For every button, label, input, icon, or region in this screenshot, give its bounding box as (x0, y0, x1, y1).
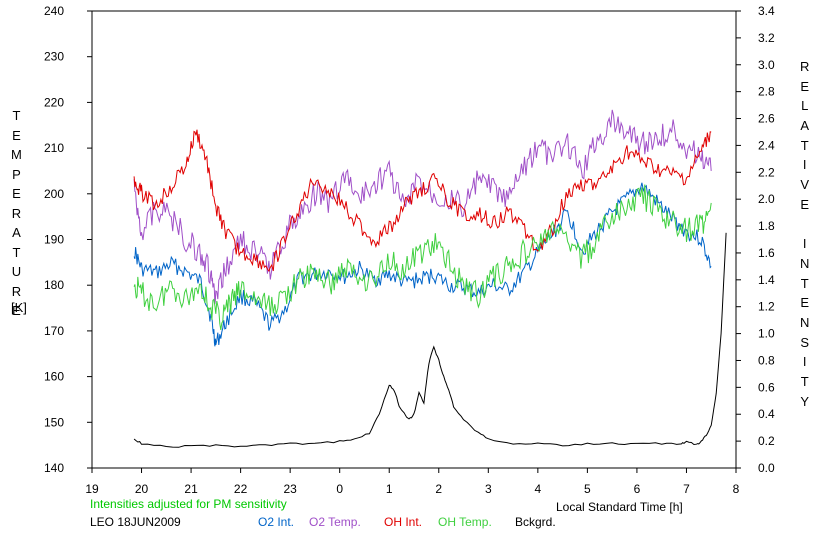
title-letter: L (801, 98, 809, 114)
right-tick-label: 0.4 (758, 407, 775, 421)
series-line (133, 182, 712, 347)
series-line (133, 184, 712, 330)
x-tick-label: 6 (634, 482, 641, 496)
left-tick-label: 230 (44, 50, 64, 64)
legend-entry: O2 Temp. (309, 515, 361, 529)
left-tick-label: 210 (44, 141, 64, 155)
title-letter: A (800, 118, 810, 134)
right-tick-label: 0.8 (758, 353, 775, 367)
title-letter: I (802, 354, 807, 370)
series-line (133, 232, 727, 448)
title-letter: T (12, 108, 21, 123)
right-tick-label: 0.2 (758, 434, 775, 448)
title-letter: T (800, 137, 809, 153)
title-letter: T (800, 275, 809, 291)
right-tick-label: 1.4 (758, 273, 775, 287)
x-tick-label: 1 (386, 482, 393, 496)
right-tick-label: 3.0 (758, 58, 775, 72)
right-tick-label: 3.2 (758, 31, 775, 45)
title-letter: Y (800, 393, 810, 409)
x-tick-label: 23 (283, 482, 297, 496)
title-letter: E (12, 186, 21, 201)
legend-entry: OH Temp. (438, 515, 492, 529)
right-tick-label: 1.2 (758, 300, 775, 314)
title-letter: U (11, 264, 22, 279)
right-tick-label: 0.6 (758, 380, 775, 394)
title-letter: N (800, 255, 810, 271)
title-letter: E (800, 196, 810, 212)
left-tick-label: 140 (44, 461, 64, 475)
legend-entry: OH Int. (384, 515, 423, 529)
title-letter: P (12, 166, 21, 182)
x-axis-label: Local Standard Time [h] (556, 500, 683, 514)
right-tick-label: 1.8 (758, 219, 775, 233)
x-tick-label: 7 (683, 482, 690, 496)
title-letter: E (12, 127, 21, 143)
right-tick-label: 2.8 (758, 85, 775, 99)
title-letter: T (800, 374, 809, 389)
x-tick-label: 0 (336, 482, 343, 496)
x-tick-label: 22 (234, 482, 248, 496)
x-tick-label: 3 (485, 482, 492, 496)
series-layer (133, 109, 727, 448)
right-tick-label: 2.2 (758, 165, 775, 179)
left-tick-label: 150 (44, 415, 64, 429)
title-letter: N (800, 314, 810, 330)
x-tick-label: 8 (733, 482, 740, 496)
title-letter: R (800, 59, 810, 74)
right-tick-label: 0.0 (758, 461, 775, 475)
series-line (133, 129, 712, 273)
title-letter: I (802, 157, 807, 173)
title-letter: A (12, 225, 21, 240)
left-tick-label: 160 (44, 370, 64, 384)
right-tick-label: 3.4 (758, 4, 775, 18)
right-tick-label: 2.4 (758, 138, 775, 152)
x-tick-label: 21 (184, 482, 198, 496)
left-axis-unit: [K] (11, 300, 27, 315)
left-tick-label: 200 (44, 187, 64, 201)
x-tick-label: 2 (435, 482, 442, 496)
legend-entry: Bckgrd. (515, 515, 556, 529)
x-tick-label: 20 (135, 482, 149, 496)
title-letter: V (800, 177, 810, 193)
title-letter: E (800, 78, 810, 94)
title-letter: E (800, 295, 810, 311)
title-letter: I (802, 236, 807, 252)
left-tick-label: 190 (44, 233, 64, 247)
chart-note: Intensities adjusted for PM sensitivity (90, 497, 287, 511)
plot-frame (91, 10, 737, 469)
right-tick-label: 2.6 (758, 112, 775, 126)
x-tick-label: 4 (535, 482, 542, 496)
right-tick-label: 2.0 (758, 192, 775, 206)
left-tick-label: 240 (44, 4, 64, 18)
title-letter: S (800, 334, 810, 350)
series-line (133, 109, 712, 305)
x-tick-label: 19 (85, 482, 99, 496)
site-date-label: LEO 18JUN2009 (90, 515, 181, 529)
left-tick-label: 180 (44, 278, 64, 292)
title-letter: T (12, 244, 21, 260)
title-letter: R (11, 205, 22, 221)
axes-layer: 1401501601701801902002102202302400.00.20… (44, 4, 775, 496)
right-tick-label: 1.6 (758, 246, 775, 260)
title-letter: E (12, 303, 21, 318)
left-tick-label: 220 (44, 95, 64, 109)
x-tick-label: 5 (584, 482, 591, 496)
right-tick-label: 1.0 (758, 327, 775, 341)
title-letter: R (11, 283, 22, 299)
left-tick-label: 170 (44, 324, 64, 338)
legend-entry: O2 Int. (258, 515, 295, 529)
title-letter: M (11, 147, 22, 162)
